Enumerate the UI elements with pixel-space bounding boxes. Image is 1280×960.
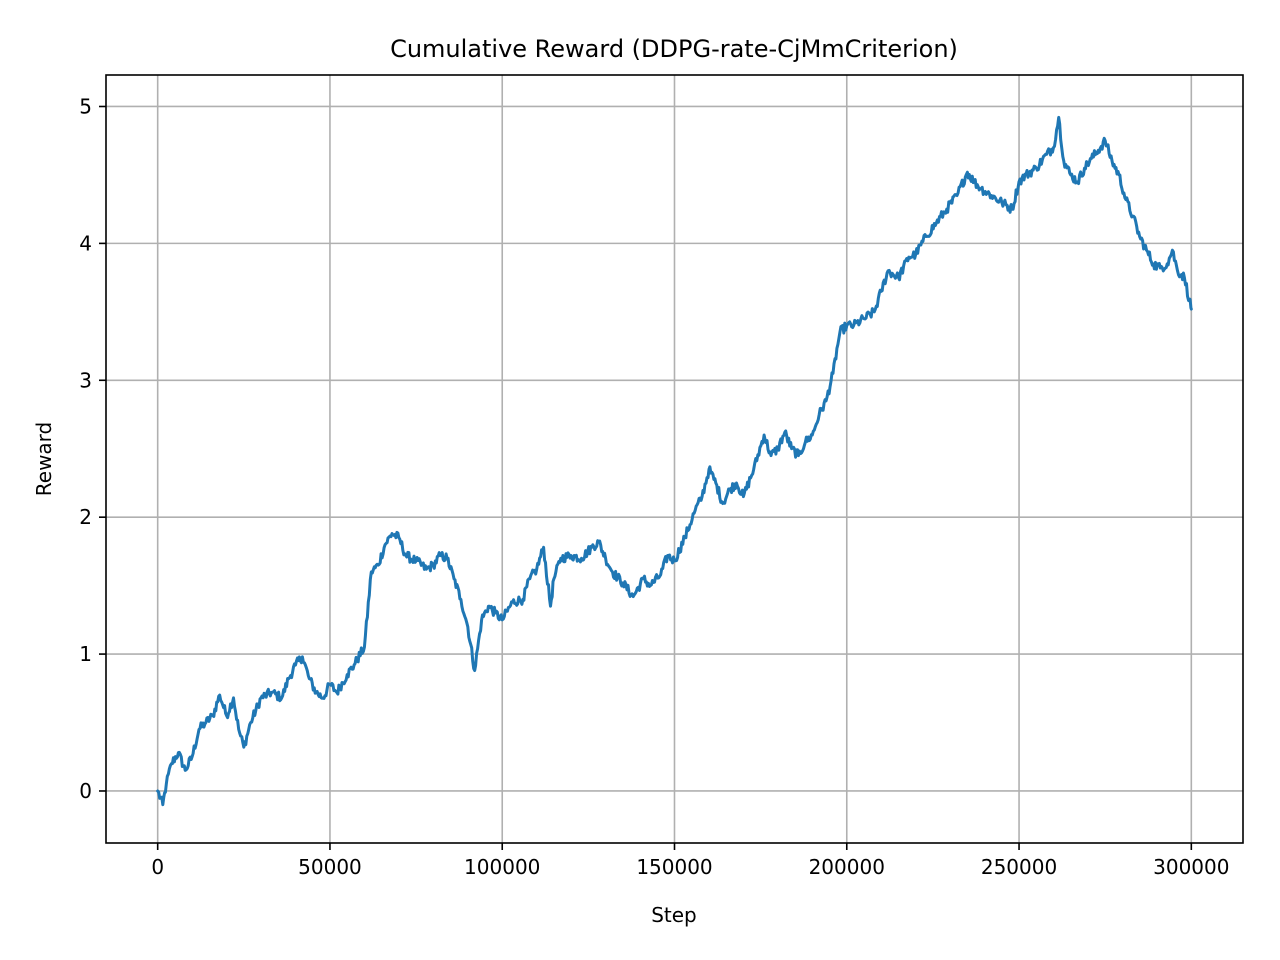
y-tick-label: 0: [79, 779, 92, 803]
series-layer: [156, 115, 1193, 807]
y-axis-label: Reward: [32, 422, 56, 496]
x-tick-label: 100000: [464, 855, 540, 879]
x-tick-label: 50000: [298, 855, 362, 879]
y-tick-label: 2: [79, 505, 92, 529]
y-axis-ticks: 0 1 2 3 4 5: [79, 94, 106, 803]
x-tick-label: 150000: [636, 855, 712, 879]
series-line: [156, 115, 1193, 807]
x-tick-label: 0: [151, 855, 164, 879]
x-axis-ticks: 0 50000 100000 150000 200000 250000 300000: [151, 843, 1229, 879]
x-tick-label: 200000: [809, 855, 885, 879]
y-tick-label: 1: [79, 642, 92, 666]
x-tick-label: 300000: [1153, 855, 1229, 879]
chart-title: Cumulative Reward (DDPG-rate-CjMmCriteri…: [390, 35, 958, 63]
y-tick-label: 4: [79, 231, 92, 255]
y-tick-label: 5: [79, 94, 92, 118]
grid-lines: [106, 75, 1243, 843]
y-tick-label: 3: [79, 368, 92, 392]
x-axis-label: Step: [651, 903, 697, 927]
x-tick-label: 250000: [981, 855, 1057, 879]
